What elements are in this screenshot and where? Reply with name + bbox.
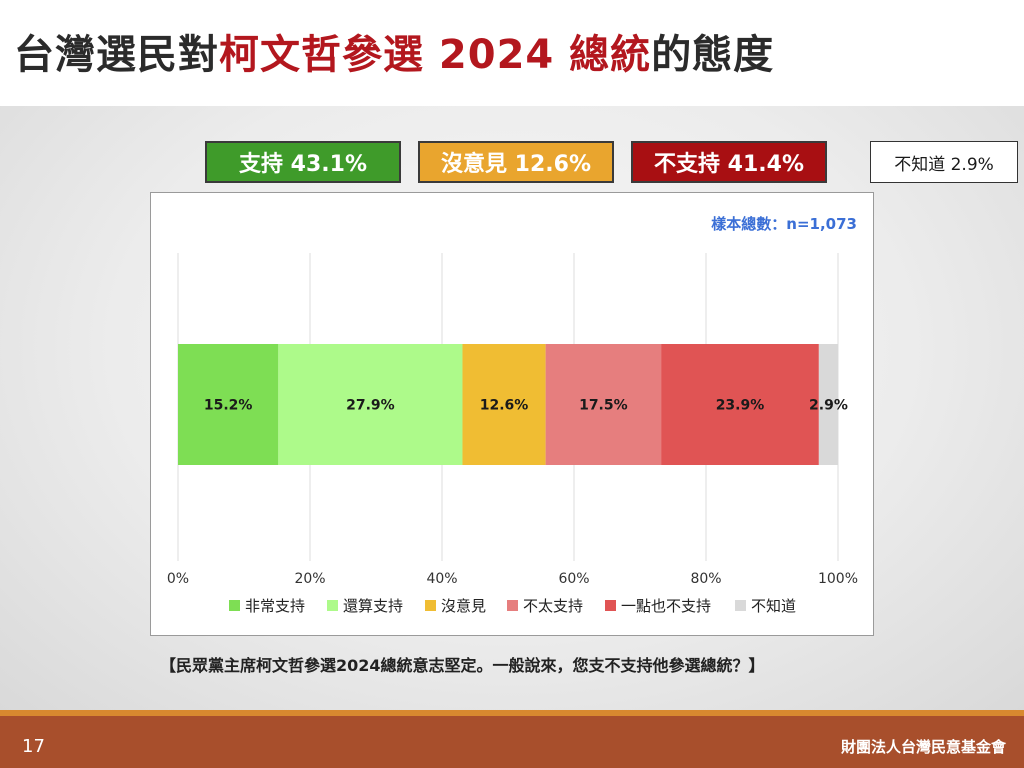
bar-segment — [278, 344, 463, 465]
x-tick-label: 100% — [818, 571, 858, 587]
title-part1: 台灣選民對 — [14, 32, 219, 78]
legend-swatch — [229, 600, 240, 611]
title-highlight: 柯文哲參選 2024 總統 — [219, 32, 652, 78]
legend-label: 還算支持 — [343, 597, 403, 615]
legend-swatch — [425, 600, 436, 611]
title-bar: 台灣選民對柯文哲參選 2024 總統的態度 — [0, 0, 1024, 106]
data-label: 12.6% — [480, 398, 529, 414]
legend-swatch — [735, 600, 746, 611]
x-tick-label: 20% — [294, 571, 325, 587]
data-label: 15.2% — [204, 398, 253, 414]
summary-neutral-box: 沒意見 12.6% — [418, 141, 614, 183]
summary-oppose-box: 不支持 41.4% — [631, 141, 827, 183]
data-label: 2.9% — [809, 398, 848, 414]
data-label: 23.9% — [716, 398, 765, 414]
bar-segment — [462, 344, 546, 465]
bar-segment — [178, 344, 279, 465]
x-tick-label: 0% — [167, 571, 189, 587]
title-part2: 的態度 — [651, 32, 775, 78]
legend-label: 非常支持 — [245, 597, 305, 615]
chart-panel: 樣本總數：n=1,073 0% 20% 40% 60% 80% 100% 15.2% 27.9… — [150, 192, 874, 636]
bar-segment — [661, 344, 819, 465]
stacked-bar-chart: 0% 20% 40% 60% 80% 100% 15.2% 27.9% 12.6% 17.5% 23… — [167, 253, 858, 615]
legend-swatch — [327, 600, 338, 611]
summary-unknown-box: 不知道 2.9% — [870, 141, 1018, 183]
legend-label: 一點也不支持 — [621, 597, 711, 615]
x-tick-label: 80% — [690, 571, 721, 587]
legend-label: 不知道 — [751, 597, 796, 615]
bar-segment — [818, 344, 838, 465]
x-tick-label: 60% — [558, 571, 589, 587]
footer-bar: 17 財團法人台灣民意基金會 — [0, 710, 1024, 768]
legend-label: 不太支持 — [523, 597, 583, 615]
data-label: 17.5% — [579, 398, 628, 414]
legend-swatch — [605, 600, 616, 611]
legend-swatch — [507, 600, 518, 611]
legend-label: 沒意見 — [441, 597, 486, 615]
bar-segment — [545, 344, 662, 465]
survey-question: 【民眾黨主席柯文哲參選2024總統意志堅定。一般說來，您支不支持他參選總統？】 — [160, 656, 765, 675]
page-number: 17 — [22, 736, 45, 757]
x-tick-label: 40% — [426, 571, 457, 587]
sample-size-note: 樣本總數：n=1,073 — [711, 215, 857, 233]
page-title: 台灣選民對柯文哲參選 2024 總統的態度 — [14, 22, 774, 80]
summary-support-box: 支持 43.1% — [205, 141, 401, 183]
organization-name: 財團法人台灣民意基金會 — [840, 738, 1006, 756]
data-label: 27.9% — [346, 398, 395, 414]
